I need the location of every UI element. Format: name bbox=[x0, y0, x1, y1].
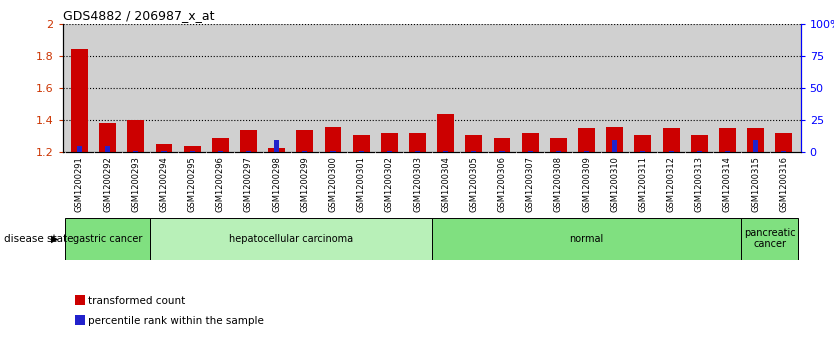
Text: GSM1200300: GSM1200300 bbox=[329, 156, 338, 212]
Bar bbox=[105, 146, 110, 152]
Bar bbox=[528, 151, 533, 152]
Bar bbox=[246, 151, 251, 152]
Bar bbox=[409, 133, 426, 152]
Bar bbox=[612, 140, 617, 152]
Bar bbox=[494, 138, 510, 152]
Bar bbox=[212, 138, 229, 152]
Bar bbox=[725, 151, 730, 152]
Bar bbox=[753, 140, 758, 152]
Bar bbox=[183, 146, 201, 152]
Bar bbox=[691, 135, 708, 152]
Text: GSM1200297: GSM1200297 bbox=[244, 156, 253, 212]
Text: GSM1200307: GSM1200307 bbox=[525, 156, 535, 212]
Text: hepatocellular carcinoma: hepatocellular carcinoma bbox=[229, 234, 353, 244]
Text: GSM1200296: GSM1200296 bbox=[216, 156, 225, 212]
Bar bbox=[150, 218, 432, 260]
Bar bbox=[269, 148, 285, 152]
Bar bbox=[128, 120, 144, 152]
Bar bbox=[669, 151, 674, 152]
Text: GSM1200294: GSM1200294 bbox=[159, 156, 168, 212]
Bar bbox=[189, 151, 194, 152]
Bar bbox=[99, 123, 116, 152]
Bar bbox=[324, 127, 341, 152]
Text: GSM1200298: GSM1200298 bbox=[272, 156, 281, 212]
Text: GSM1200293: GSM1200293 bbox=[131, 156, 140, 212]
Bar bbox=[353, 135, 369, 152]
Text: pancreatic
cancer: pancreatic cancer bbox=[744, 228, 796, 249]
Bar bbox=[296, 130, 314, 152]
Bar bbox=[471, 151, 476, 152]
Bar bbox=[77, 146, 82, 152]
Bar bbox=[240, 130, 257, 152]
Text: GSM1200302: GSM1200302 bbox=[384, 156, 394, 212]
Bar bbox=[641, 151, 646, 152]
Text: ▶: ▶ bbox=[51, 234, 58, 244]
Bar bbox=[555, 151, 561, 152]
Bar bbox=[302, 151, 308, 152]
Bar bbox=[415, 151, 420, 152]
Text: transformed count: transformed count bbox=[88, 295, 185, 306]
Text: GSM1200295: GSM1200295 bbox=[188, 156, 197, 212]
Bar bbox=[330, 151, 335, 152]
Bar bbox=[606, 127, 623, 152]
Bar bbox=[387, 151, 392, 152]
Text: GSM1200316: GSM1200316 bbox=[779, 156, 788, 212]
Text: GSM1200311: GSM1200311 bbox=[638, 156, 647, 212]
Text: GSM1200291: GSM1200291 bbox=[75, 156, 84, 212]
Bar bbox=[465, 135, 482, 152]
Bar bbox=[578, 128, 595, 152]
Bar bbox=[155, 144, 173, 152]
Text: GSM1200304: GSM1200304 bbox=[441, 156, 450, 212]
Bar bbox=[133, 151, 138, 152]
Bar bbox=[741, 218, 798, 260]
Text: gastric cancer: gastric cancer bbox=[73, 234, 143, 244]
Text: disease state: disease state bbox=[4, 234, 73, 244]
Bar bbox=[381, 133, 398, 152]
Text: GSM1200312: GSM1200312 bbox=[666, 156, 676, 212]
Bar bbox=[65, 218, 150, 260]
Text: percentile rank within the sample: percentile rank within the sample bbox=[88, 315, 264, 326]
Text: GSM1200292: GSM1200292 bbox=[103, 156, 112, 212]
Text: GSM1200301: GSM1200301 bbox=[357, 156, 365, 212]
Bar bbox=[443, 151, 448, 152]
Bar bbox=[500, 151, 505, 152]
Text: GSM1200308: GSM1200308 bbox=[554, 156, 563, 212]
Bar bbox=[550, 138, 567, 152]
Bar bbox=[432, 218, 741, 260]
Text: GSM1200315: GSM1200315 bbox=[751, 156, 760, 212]
Text: GSM1200306: GSM1200306 bbox=[498, 156, 506, 212]
Text: GSM1200310: GSM1200310 bbox=[610, 156, 619, 212]
Bar bbox=[274, 140, 279, 152]
Bar bbox=[584, 151, 589, 152]
Text: GSM1200309: GSM1200309 bbox=[582, 156, 591, 212]
Bar bbox=[776, 133, 792, 152]
Bar bbox=[747, 128, 764, 152]
Bar bbox=[781, 151, 786, 152]
Bar bbox=[719, 128, 736, 152]
Text: GSM1200303: GSM1200303 bbox=[413, 156, 422, 212]
Text: GDS4882 / 206987_x_at: GDS4882 / 206987_x_at bbox=[63, 9, 214, 23]
Text: GSM1200299: GSM1200299 bbox=[300, 156, 309, 212]
Text: GSM1200305: GSM1200305 bbox=[470, 156, 479, 212]
Bar bbox=[522, 133, 539, 152]
Bar bbox=[71, 49, 88, 152]
Text: GSM1200314: GSM1200314 bbox=[723, 156, 732, 212]
Bar bbox=[218, 151, 223, 152]
Bar bbox=[359, 151, 364, 152]
Bar bbox=[662, 128, 680, 152]
Text: normal: normal bbox=[570, 234, 604, 244]
Bar bbox=[696, 151, 701, 152]
Bar bbox=[635, 135, 651, 152]
Bar bbox=[162, 151, 167, 152]
Bar bbox=[437, 114, 455, 152]
Text: GSM1200313: GSM1200313 bbox=[695, 156, 704, 212]
